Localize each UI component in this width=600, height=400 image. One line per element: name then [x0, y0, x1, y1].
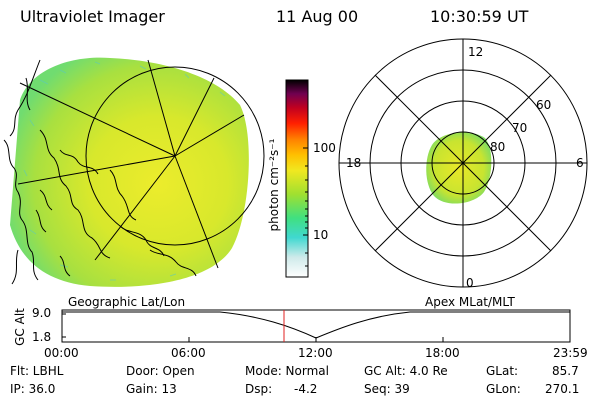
dsp-value: -4.2: [294, 382, 318, 396]
polar-panel-label: Apex MLat/MLT: [425, 295, 515, 309]
xtick-0600: 06:00: [171, 346, 206, 360]
geo-image: [3, 57, 265, 287]
filter-info: Flt: LBHL: [10, 364, 64, 378]
altitude-ylabel: GC Alt: [13, 308, 27, 346]
gain-info: Gain: 13: [126, 382, 177, 396]
seq-info: Seq: 39: [364, 382, 410, 396]
instrument-title: Ultraviolet Imager: [20, 7, 165, 26]
colorbar-label: photon cm⁻²s⁻¹: [267, 138, 281, 232]
xtick-2359: 23:59: [553, 346, 588, 360]
glat-value: 85.7: [552, 364, 579, 378]
colorbar-tick-10: 10: [313, 228, 329, 242]
time-label: 10:30:59 UT: [430, 7, 529, 26]
dsp-label: Dsp:: [245, 382, 273, 396]
mlt-label-12: 12: [468, 45, 484, 59]
polar-plot: [338, 38, 588, 288]
date-label: 11 Aug 00: [276, 7, 359, 26]
mlt-label-18: 18: [346, 156, 362, 170]
door-info: Door: Open: [126, 364, 195, 378]
glon-label: GLon:: [486, 382, 521, 396]
mlt-label-6: 6: [576, 156, 584, 170]
colorbar-tick-100: 100: [313, 141, 336, 155]
altitude-plot: [61, 309, 571, 343]
altitude-ytick-low: 1.8: [32, 330, 52, 344]
ip-info: IP: 36.0: [10, 382, 56, 396]
xtick-1800: 18:00: [425, 346, 460, 360]
mlat-label-80: 80: [490, 140, 506, 154]
mlat-label-60: 60: [536, 98, 552, 112]
xtick-0000: 00:00: [44, 346, 79, 360]
altitude-ytick-high: 9.0: [32, 306, 52, 320]
mode-info: Mode: Normal: [245, 364, 329, 378]
mlat-label-70: 70: [512, 121, 528, 135]
gc-alt-info: GC Alt: 4.0 Re: [364, 364, 448, 378]
mlt-label-0: 0: [466, 276, 474, 290]
glat-label: GLat:: [486, 364, 519, 378]
glon-value: 270.1: [545, 382, 580, 396]
geo-panel-label: Geographic Lat/Lon: [68, 295, 186, 309]
colorbar: [285, 79, 309, 278]
xtick-1200: 12:00: [298, 346, 333, 360]
